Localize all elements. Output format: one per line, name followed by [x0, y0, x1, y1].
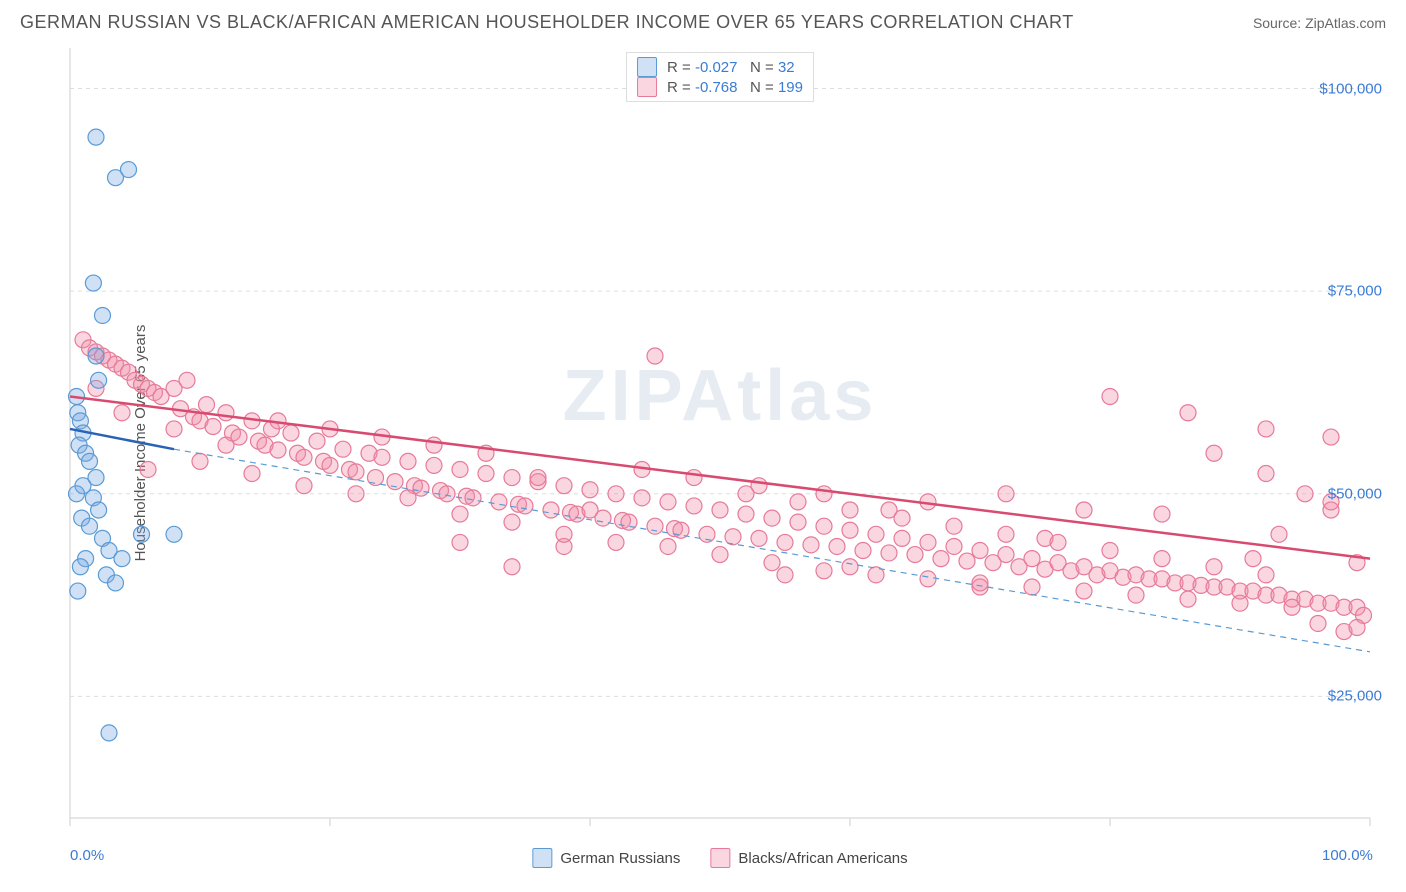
legend-row-2: R = -0.768 N = 199	[637, 77, 803, 97]
correlation-legend: R = -0.027 N = 32 R = -0.768 N = 199	[626, 52, 814, 102]
swatch-bottom-2	[710, 848, 730, 868]
x-tick-label: 0.0%	[70, 847, 104, 864]
y-tick-label: $50,000	[1328, 485, 1382, 502]
y-tick-label: $100,000	[1319, 80, 1382, 97]
swatch-series-2	[637, 77, 657, 97]
legend-label-1: German Russians	[560, 850, 680, 867]
y-tick-label: $75,000	[1328, 283, 1382, 300]
legend-row-1: R = -0.027 N = 32	[637, 57, 803, 77]
scatter-chart	[50, 48, 1390, 838]
legend-item-1: German Russians	[532, 848, 680, 868]
swatch-bottom-1	[532, 848, 552, 868]
legend-item-2: Blacks/African Americans	[710, 848, 907, 868]
x-tick-label: 100.0%	[1322, 847, 1373, 864]
source-text: Source: ZipAtlas.com	[1253, 15, 1386, 31]
swatch-series-1	[637, 57, 657, 77]
series-legend: German Russians Blacks/African Americans	[532, 848, 907, 868]
legend-label-2: Blacks/African Americans	[738, 850, 907, 867]
chart-container: Householder Income Over 65 years ZIPAtla…	[50, 48, 1390, 838]
y-tick-label: $25,000	[1328, 688, 1382, 705]
chart-title: GERMAN RUSSIAN VS BLACK/AFRICAN AMERICAN…	[20, 12, 1074, 33]
